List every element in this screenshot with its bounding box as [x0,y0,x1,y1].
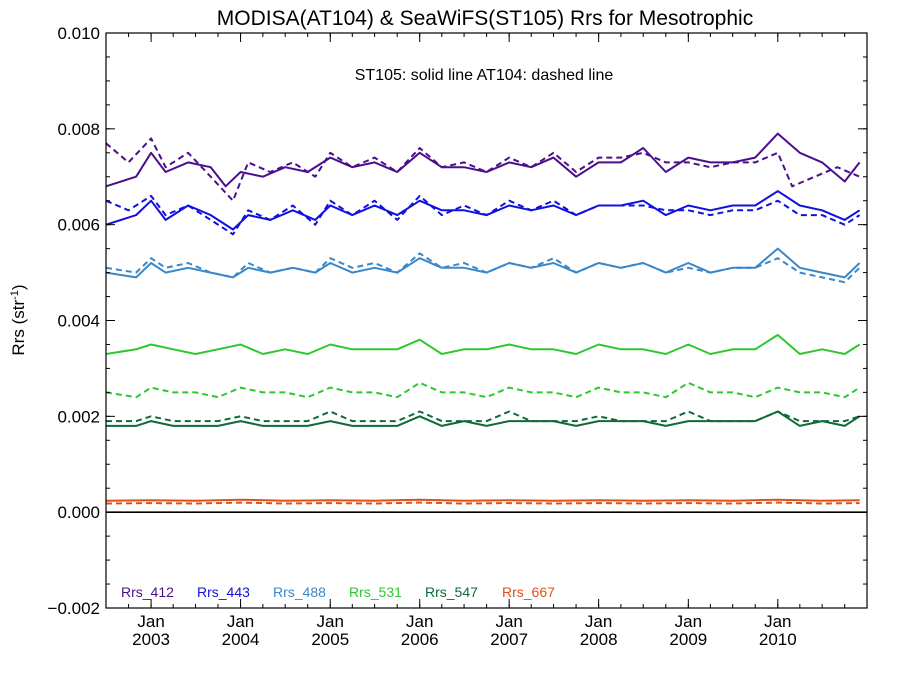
x-tick-label-month: Jan [406,612,433,631]
legend-entry-rrs-488: Rrs_488 [273,584,326,600]
x-tick-label-year: 2005 [311,630,349,649]
series-line-rrs-667-solid [105,498,860,502]
series-line-rrs-531-dashed [105,381,861,399]
y-axis-label: Rrs (str-1) [9,284,28,355]
series-line-rrs-412-solid [105,132,861,188]
x-tick-label-year: 2006 [401,630,439,649]
series-line-rrs-443-solid [105,190,861,231]
series-line-rrs-412-dashed [105,137,860,202]
x-tick-label-month: Jan [585,612,612,631]
legend-entry-rrs-547: Rrs_547 [425,584,478,600]
x-tick-label-year: 2010 [759,630,797,649]
x-tick-label-month: Jan [764,612,791,631]
y-tick-label: 0.010 [57,24,100,43]
legend: Rrs_412 Rrs_443 Rrs_488 Rrs_531 Rrs_547 Rrs_6… [121,584,555,600]
y-tick-label: 0.004 [57,312,100,331]
legend-entry-rrs-443: Rrs_443 [197,584,250,600]
series-line-rrs-488-solid [105,247,861,279]
x-tick-label-month: Jan [317,612,344,631]
x-tick-label-month: Jan [675,612,702,631]
y-axis-label-suffix: ) [9,284,28,290]
x-tick-label-month: Jan [495,612,522,631]
series-line-rrs-488-dashed [105,252,861,284]
y-tick-label: −0.002 [48,599,100,618]
series-layer [105,132,861,505]
y-tick-label: 0.006 [57,216,100,235]
line-style-annotation: ST105: solid line AT104: dashed line [355,67,614,84]
legend-entry-rrs-531: Rrs_531 [349,584,402,600]
legend-entry-rrs-412: Rrs_412 [121,584,174,600]
x-tick-label-year: 2009 [669,630,707,649]
series-line-rrs-443-dashed [105,194,861,236]
series-line-rrs-547-dashed [106,410,860,423]
x-tick-label-month: Jan [137,612,164,631]
x-tick-label-year: 2008 [580,630,618,649]
chart-title: MODISA(AT104) & SeaWiFS(ST105) Rrs for M… [217,7,753,30]
y-axis-label-text: Rrs (str [9,300,28,356]
series-line-rrs-667-dashed [105,501,860,505]
series-line-rrs-547-solid [106,410,861,427]
y-tick-label: 0.000 [57,503,100,522]
y-tick-label: 0.002 [57,407,100,426]
y-tick-label: 0.008 [57,120,100,139]
x-tick-label-year: 2007 [490,630,528,649]
plot-frame [105,32,868,609]
x-tick-label-month: Jan [227,612,254,631]
x-tick-label-year: 2003 [132,630,170,649]
series-line-rrs-531-solid [105,333,861,355]
y-axis-label-superscript: -1 [9,290,21,300]
axes-layer: −0.0020.0000.0020.0040.0060.0080.010Jan2… [48,24,868,649]
legend-entry-rrs-667: Rrs_667 [502,584,555,600]
x-tick-label-year: 2004 [222,630,260,649]
